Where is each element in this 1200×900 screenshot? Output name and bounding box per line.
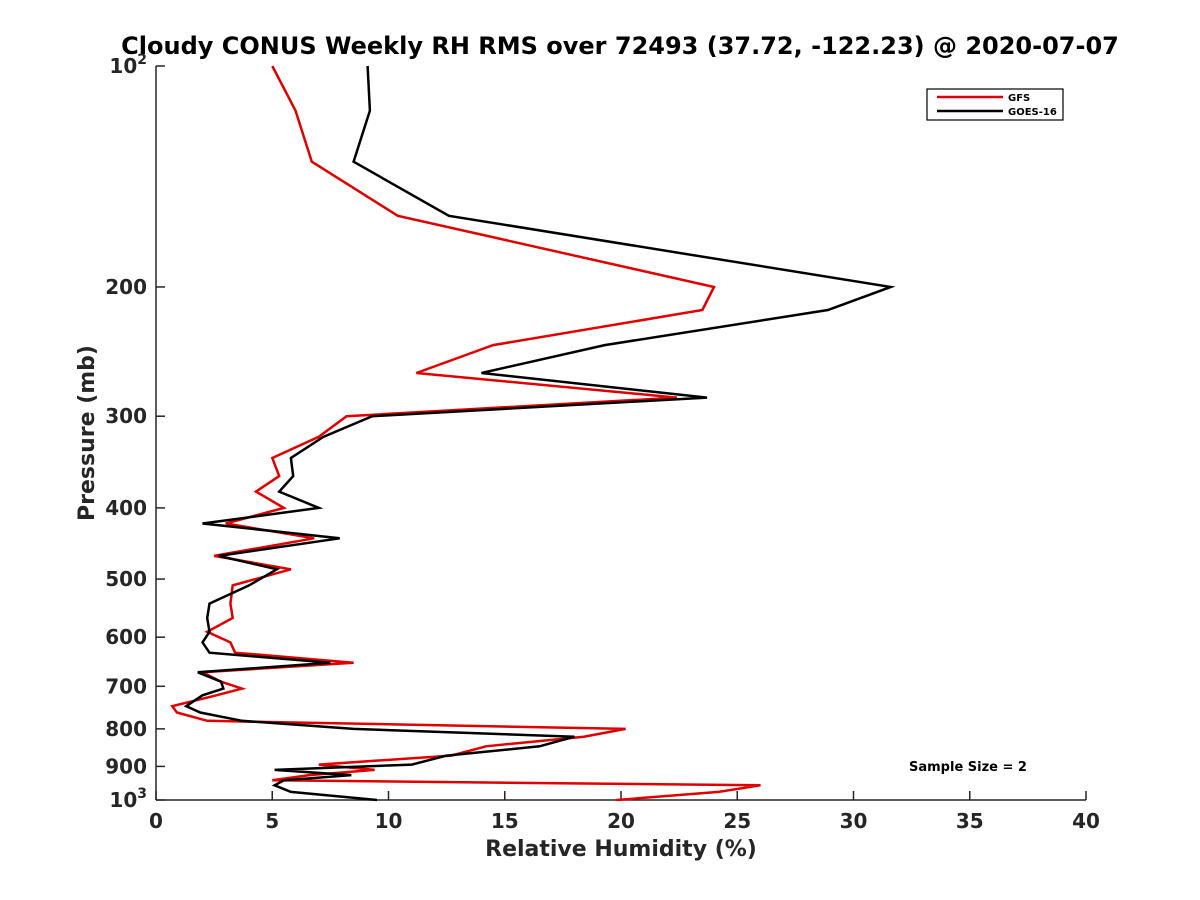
x-tick-label: 30	[840, 809, 868, 833]
x-tick-label: 0	[149, 809, 163, 833]
y-tick-label: 200	[105, 275, 147, 299]
y-tick-label: 300	[105, 404, 147, 428]
x-ticks: 0 5 10 15 20 25 30 35 40	[149, 791, 1100, 833]
series-lines	[170, 65, 896, 802]
y-tick-label: 103	[109, 786, 147, 812]
y-ticks: 200 300 400 500 600 700 800 900 102 103	[105, 52, 165, 812]
x-tick-label: 40	[1072, 809, 1100, 833]
x-tick-label: 5	[265, 809, 279, 833]
x-tick-label: 15	[491, 809, 519, 833]
y-tick-label: 600	[105, 625, 147, 649]
sample-size-annotation: Sample Size = 2	[909, 760, 1027, 775]
x-axis-label: Relative Humidity (%)	[485, 837, 757, 862]
y-tick-label: 500	[105, 567, 147, 591]
y-axis-label: Pressure (mb)	[75, 345, 100, 521]
x-tick-label: 10	[375, 809, 403, 833]
legend-label-gfs: GFS	[1008, 93, 1030, 104]
legend: GFS GOES-16	[926, 88, 1064, 121]
chart-title: Cloudy CONUS Weekly RH RMS over 72493 (3…	[121, 32, 1119, 60]
y-tick-label: 900	[105, 754, 147, 778]
y-tick-label: 700	[105, 674, 147, 698]
y-tick-label: 102	[109, 52, 147, 78]
legend-label-goes16: GOES-16	[1008, 107, 1057, 118]
x-tick-label: 25	[723, 809, 751, 833]
x-tick-label: 35	[956, 809, 984, 833]
legend-box	[926, 88, 1064, 121]
series-line-goes16	[183, 65, 896, 802]
y-tick-label: 800	[105, 717, 147, 741]
y-tick-label: 400	[105, 496, 147, 520]
x-tick-label: 20	[607, 809, 635, 833]
